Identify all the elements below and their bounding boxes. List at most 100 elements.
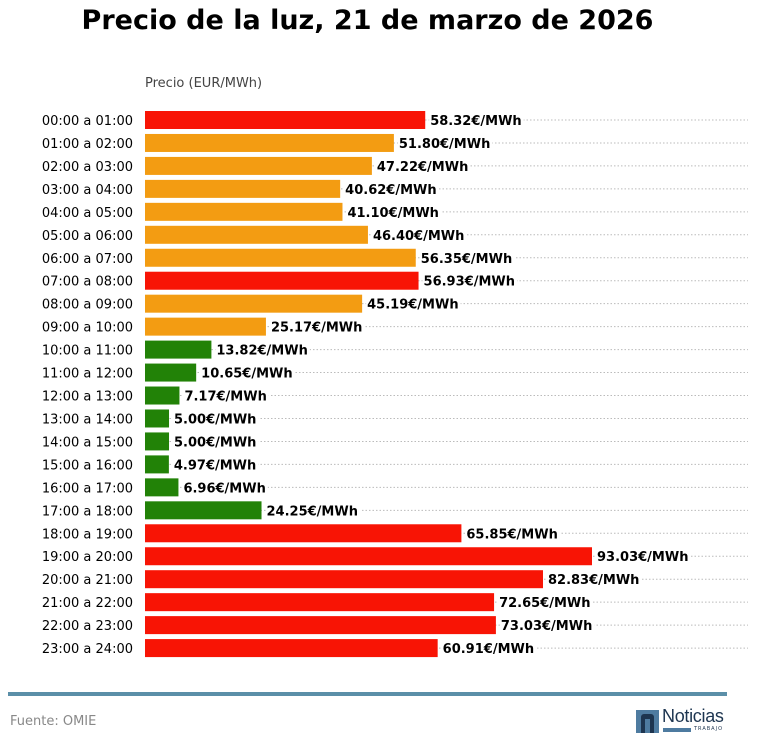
category-label: 00:00 a 01:00 [42, 114, 133, 129]
value-label-bg [397, 136, 493, 152]
category-label: 23:00 a 24:00 [42, 642, 133, 657]
value-label: 46.40€/MWh [373, 229, 464, 244]
category-label: 05:00 a 06:00 [42, 229, 133, 244]
bar [145, 547, 592, 566]
value-label: 82.83€/MWh [548, 573, 639, 588]
value-label: 4.97€/MWh [174, 458, 256, 473]
bar [145, 271, 419, 290]
value-label-bg [172, 458, 259, 474]
logo-icon [636, 710, 659, 733]
category-label: 14:00 a 15:00 [42, 435, 133, 450]
value-label: 58.32€/MWh [430, 114, 521, 129]
value-label-bg [182, 481, 268, 497]
value-label: 41.10€/MWh [347, 206, 438, 221]
value-label-bg [173, 435, 259, 451]
bar [145, 111, 426, 129]
bar [145, 340, 212, 359]
category-label: 11:00 a 12:00 [42, 367, 133, 382]
category-label: 09:00 a 10:00 [42, 321, 133, 336]
category-label: 03:00 a 04:00 [42, 183, 133, 198]
value-label-bg [441, 642, 537, 658]
value-label: 72.65€/MWh [499, 596, 590, 611]
value-label: 93.03€/MWh [597, 550, 688, 565]
bar [145, 432, 170, 451]
value-label-bg [596, 550, 691, 566]
x-axis-label: Precio (EUR/MWh) [145, 76, 262, 91]
category-label: 07:00 a 08:00 [42, 275, 133, 290]
value-label: 5.00€/MWh [174, 435, 256, 450]
value-label-bg [200, 366, 295, 382]
bar [145, 478, 179, 497]
value-label-bg [346, 205, 441, 221]
bar [145, 570, 543, 589]
value-label: 56.93€/MWh [424, 275, 515, 290]
category-label: 19:00 a 20:00 [42, 550, 133, 565]
bar [145, 294, 363, 313]
bar [145, 501, 262, 520]
logo-underline [663, 728, 691, 732]
value-label-bg [546, 573, 642, 589]
value-label: 10.65€/MWh [201, 367, 292, 382]
bar [145, 363, 197, 382]
category-label: 04:00 a 05:00 [42, 206, 133, 221]
value-label: 25.17€/MWh [271, 321, 362, 336]
value-label-bg [498, 596, 593, 612]
bar [145, 202, 343, 221]
bar [145, 524, 462, 543]
category-label: 10:00 a 11:00 [42, 344, 133, 359]
value-label-bg [422, 274, 517, 290]
value-label: 5.00€/MWh [174, 412, 256, 427]
category-label: 17:00 a 18:00 [42, 504, 133, 519]
bar [145, 409, 170, 428]
value-label-bg [419, 251, 515, 267]
value-label: 73.03€/MWh [501, 619, 592, 634]
category-label: 20:00 a 21:00 [42, 573, 133, 588]
category-label: 18:00 a 19:00 [42, 527, 133, 542]
bar [145, 248, 416, 267]
footer-divider [8, 692, 727, 696]
value-label: 47.22€/MWh [377, 160, 468, 175]
value-label-bg [265, 504, 360, 520]
value-label-bg [269, 320, 365, 336]
bar [145, 133, 394, 152]
category-label: 16:00 a 17:00 [42, 481, 133, 496]
bar [145, 455, 169, 474]
category-label: 21:00 a 22:00 [42, 596, 133, 611]
value-label-bg [183, 389, 269, 405]
value-label: 13.82€/MWh [216, 344, 307, 359]
value-label-bg [371, 228, 467, 244]
bar [145, 639, 438, 658]
bar [145, 386, 180, 405]
bar [145, 593, 495, 612]
value-label-bg [173, 412, 259, 428]
category-label: 08:00 a 09:00 [42, 298, 133, 313]
value-label-bg [215, 343, 310, 359]
noticias-trabajo-logo[interactable]: Noticias TRABAJO [636, 706, 731, 736]
category-label: 01:00 a 02:00 [42, 137, 133, 152]
chart-title: Precio de la luz, 21 de marzo de 2026 [81, 5, 654, 36]
value-label: 51.80€/MWh [399, 137, 490, 152]
logo-word: Noticias [662, 706, 724, 726]
value-label-bg [366, 297, 461, 313]
logo-sub: TRABAJO [694, 726, 724, 732]
bar-chart: Precio (EUR/MWh) 00:00 a 01:00 58.32€/MWh 0… [42, 76, 748, 658]
value-label: 60.91€/MWh [443, 642, 534, 657]
value-label-bg [375, 159, 471, 175]
source-text: Fuente: OMIE [10, 714, 97, 729]
value-label-bg [465, 527, 560, 543]
value-label: 40.62€/MWh [345, 183, 436, 198]
category-label: 22:00 a 23:00 [42, 619, 133, 634]
value-label-bg [344, 182, 439, 198]
category-label: 15:00 a 16:00 [42, 458, 133, 473]
bar [145, 317, 266, 336]
bar [145, 179, 341, 198]
value-label: 45.19€/MWh [367, 298, 458, 313]
bar [145, 616, 496, 635]
value-label: 56.35€/MWh [421, 252, 512, 267]
value-label: 6.96€/MWh [183, 481, 265, 496]
value-label: 24.25€/MWh [267, 504, 358, 519]
value-label-bg [499, 619, 595, 635]
category-label: 02:00 a 03:00 [42, 160, 133, 175]
category-label: 06:00 a 07:00 [42, 252, 133, 267]
bar [145, 225, 368, 244]
